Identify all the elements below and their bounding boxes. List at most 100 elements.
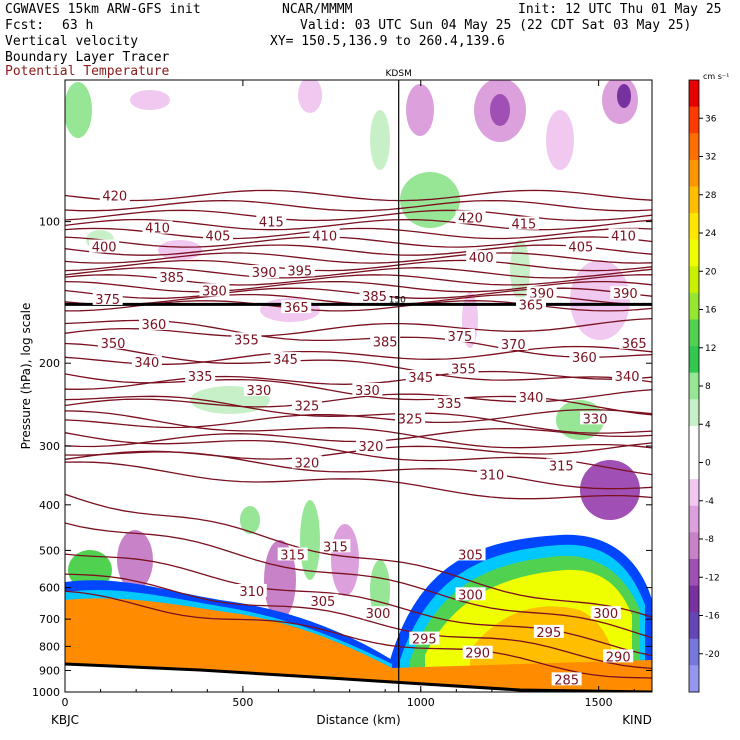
colorbar-tick-label: 0 bbox=[705, 459, 711, 469]
y-tick-label: 800 bbox=[39, 640, 60, 653]
theta-label: 355 bbox=[234, 333, 259, 348]
y-tick-label: 1000 bbox=[32, 686, 60, 699]
colorbar-swatch bbox=[689, 399, 699, 427]
theta-label-bg bbox=[498, 336, 529, 350]
downdraft-blob bbox=[331, 524, 359, 596]
theta-contour-line bbox=[65, 317, 652, 337]
theta-label-bg bbox=[508, 216, 539, 230]
theta-label: 300 bbox=[458, 588, 483, 603]
downdraft-blob bbox=[546, 110, 574, 170]
theta-label: 410 bbox=[312, 229, 337, 244]
y-tick-label: 500 bbox=[39, 544, 60, 557]
theta-label: 415 bbox=[259, 216, 284, 231]
theta-label-bg bbox=[603, 649, 634, 663]
theta-label-bg bbox=[359, 289, 390, 303]
theta-label: 320 bbox=[295, 456, 320, 471]
theta-label-bg bbox=[309, 228, 340, 242]
colorbar-tick-label: -4 bbox=[705, 497, 714, 507]
downdraft-core bbox=[617, 84, 631, 108]
theta-label-bg bbox=[185, 369, 216, 383]
x-axis-label: Distance (km) bbox=[316, 713, 400, 727]
theta-label-bg bbox=[131, 355, 162, 369]
x-tick-label: 500 bbox=[232, 696, 253, 709]
y-axis-label: Pressure (hPa), log scale bbox=[19, 303, 33, 450]
theta-label: 340 bbox=[519, 391, 544, 406]
y-tick-label: 400 bbox=[39, 499, 60, 512]
colorbar-swatch bbox=[689, 213, 699, 241]
y-tick-label: 200 bbox=[39, 357, 60, 370]
theta-label-bg bbox=[370, 334, 401, 348]
colorbar-swatch bbox=[689, 372, 699, 400]
axes: KDSM 0 500 1000 1500 100 200 300 400 500 600 700 800… bbox=[19, 69, 653, 727]
colorbar-swatch bbox=[689, 532, 699, 560]
theta-label: 345 bbox=[408, 371, 433, 386]
theta-label: 390 bbox=[613, 287, 638, 302]
theta-label: 320 bbox=[359, 440, 384, 455]
theta-contour-line bbox=[65, 345, 652, 365]
theta-label-bg bbox=[355, 439, 386, 453]
colorbar: 36 32 28 24 20 16 12 8 4 0 -4 -8 -12 -16 -20 cm s⁻¹ bbox=[688, 72, 729, 693]
init-time: Init: 12 UTC Thu 01 May 25 bbox=[518, 2, 722, 17]
theta-label: 405 bbox=[568, 241, 593, 256]
theta-label: 300 bbox=[593, 607, 618, 622]
x-tick-label: 0 bbox=[62, 696, 69, 709]
downdraft-core bbox=[490, 94, 510, 126]
colorbar-tick-label: -16 bbox=[705, 612, 720, 622]
theta-label-bg bbox=[455, 210, 486, 224]
colorbar-swatch bbox=[689, 612, 699, 640]
theta-label-bg bbox=[476, 467, 507, 481]
theta-label: 360 bbox=[142, 318, 167, 333]
updraft-blob bbox=[370, 560, 390, 620]
theta-label: 340 bbox=[134, 356, 159, 371]
terrain-line bbox=[65, 662, 652, 692]
theta-label: 315 bbox=[323, 540, 348, 555]
theta-contour-line bbox=[65, 259, 652, 272]
theta-contour-line bbox=[65, 410, 652, 449]
theta-label: 370 bbox=[501, 338, 526, 353]
theta-label: 420 bbox=[102, 189, 127, 204]
colorbar-swatch bbox=[689, 665, 699, 693]
theta-contour-line bbox=[65, 252, 652, 264]
colorbar-tick-label: -12 bbox=[705, 573, 720, 583]
theta-label-bg bbox=[533, 624, 564, 638]
theta-label-bg bbox=[466, 250, 497, 264]
colorbar-swatch bbox=[689, 452, 699, 480]
y-tick-label: 100 bbox=[39, 216, 60, 229]
colorbar-unit: cm s⁻¹ bbox=[703, 72, 729, 81]
theta-label: 315 bbox=[280, 548, 305, 563]
theta-contour-line bbox=[65, 493, 652, 618]
y-tick-label: 600 bbox=[39, 582, 60, 595]
updraft-blob bbox=[300, 500, 320, 580]
theta-contour-line bbox=[65, 408, 652, 429]
tropopause-label: 150 bbox=[389, 295, 406, 305]
theta-label-bg bbox=[565, 239, 596, 253]
plot-frame bbox=[64, 79, 653, 693]
theta-label: 350 bbox=[101, 337, 126, 352]
theta-label: 325 bbox=[398, 412, 423, 427]
theta-label: 375 bbox=[447, 330, 472, 345]
forecast-hour: 63 h bbox=[62, 18, 94, 33]
colorbar-tick-label: 28 bbox=[705, 191, 717, 201]
theta-label: 305 bbox=[311, 595, 336, 610]
updraft-blob bbox=[240, 506, 260, 534]
theta-label: 310 bbox=[479, 469, 504, 484]
theta-label-bg bbox=[590, 606, 621, 620]
colorbar-tick-label: -20 bbox=[705, 650, 720, 660]
theta-label-bg bbox=[395, 411, 426, 425]
theta-label: 365 bbox=[519, 298, 544, 313]
theta-label: 420 bbox=[458, 211, 483, 226]
theta-contour-line bbox=[65, 209, 652, 222]
theta-label-bg bbox=[307, 593, 338, 607]
theta-contour-line bbox=[65, 236, 652, 248]
colorbar-tick-label: -8 bbox=[705, 535, 714, 545]
downdraft-blob bbox=[117, 530, 153, 590]
theta-label: 335 bbox=[188, 370, 213, 385]
y-tick-label: 300 bbox=[39, 440, 60, 453]
theta-label: 290 bbox=[465, 647, 490, 662]
theta-label: 375 bbox=[95, 293, 120, 308]
colorbar-tick-label: 24 bbox=[705, 229, 717, 239]
colorbar-swatch bbox=[689, 346, 699, 374]
theta-label-bg bbox=[156, 269, 187, 283]
theta-label: 330 bbox=[583, 412, 608, 427]
theta-label: 315 bbox=[549, 460, 574, 475]
